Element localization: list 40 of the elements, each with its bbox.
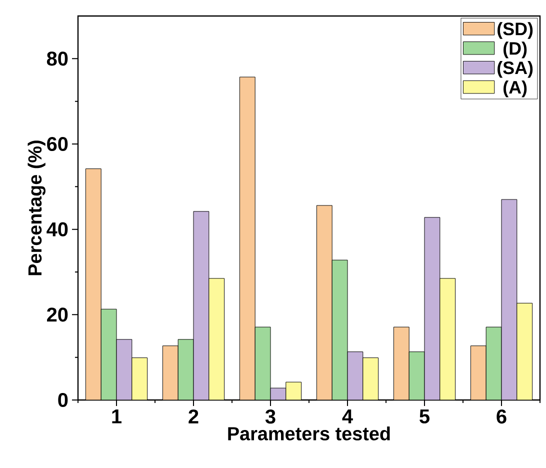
x-tick-label: 2: [188, 410, 198, 424]
bar: [239, 76, 256, 400]
y-tick-label: 0: [58, 392, 68, 408]
legend-label: (SA): [498, 61, 533, 78]
bar: [332, 260, 348, 400]
y-tick-label: 60: [47, 136, 68, 152]
legend-label: (A): [504, 80, 527, 98]
bar: [347, 352, 364, 400]
x-tick-label: 4: [342, 410, 353, 424]
bar: [85, 168, 102, 400]
bar: [424, 217, 440, 400]
bar: [316, 205, 332, 400]
bar: [394, 327, 410, 400]
legend-label: (SD): [498, 22, 533, 39]
bar: [409, 352, 424, 400]
legend-label: (D): [504, 42, 527, 58]
bar: [162, 346, 178, 400]
y-tick-label: 40: [46, 222, 68, 236]
x-axis-title: Parameters tested: [228, 426, 390, 440]
bar: [440, 278, 456, 400]
bar: [208, 278, 225, 400]
bar: [362, 358, 379, 400]
bar: [470, 346, 486, 400]
bar: [178, 339, 194, 400]
bar: [116, 339, 132, 400]
y-tick-label: 80: [46, 52, 68, 66]
bar: [193, 211, 210, 400]
bar: [501, 199, 518, 400]
y-tick-label: 20: [47, 308, 68, 322]
bar: [516, 302, 533, 400]
bar: [486, 326, 502, 400]
x-tick-label: 5: [420, 410, 430, 424]
x-tick-label: 3: [265, 410, 276, 424]
bar: [254, 326, 271, 400]
bar: [132, 358, 148, 400]
x-tick-label: 1: [112, 410, 122, 424]
x-tick-label: 6: [496, 410, 506, 424]
bar: [286, 382, 302, 400]
y-axis-title: Percentage (%): [28, 140, 46, 276]
bar: [100, 308, 117, 400]
